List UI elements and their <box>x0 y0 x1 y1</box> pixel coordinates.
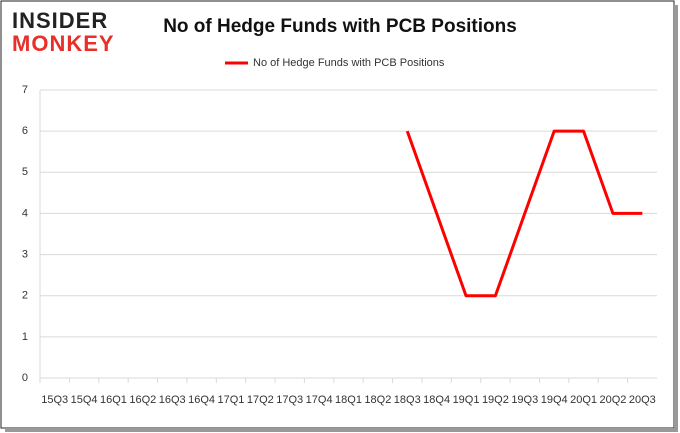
x-tick-label: 16Q1 <box>100 394 127 406</box>
y-tick-label: 6 <box>22 125 28 137</box>
x-tick-label: 17Q2 <box>247 394 274 406</box>
x-tick-label: 17Q3 <box>276 394 303 406</box>
series-line <box>405 129 643 298</box>
x-tick-label: 20Q3 <box>629 394 656 406</box>
y-tick-label: 7 <box>22 84 28 96</box>
y-tick-label: 3 <box>22 248 28 260</box>
x-tick-label: 20Q2 <box>599 394 626 406</box>
x-tick-label: 19Q3 <box>511 394 538 406</box>
legend-label: No of Hedge Funds with PCB Positions <box>253 57 445 69</box>
x-tick-label: 17Q1 <box>218 394 245 406</box>
x-tick-label: 15Q3 <box>41 394 68 406</box>
x-tick-label: 20Q1 <box>570 394 597 406</box>
frame-shadow <box>674 5 678 431</box>
y-tick-label: 1 <box>22 331 28 343</box>
frame-shadow <box>5 428 678 432</box>
x-tick-label: 19Q2 <box>482 394 509 406</box>
y-tick-label: 4 <box>22 207 28 219</box>
logo-top: INSIDER <box>12 8 108 33</box>
x-tick-label: 15Q4 <box>71 394 98 406</box>
x-tick-label: 18Q4 <box>423 394 450 406</box>
x-tick-label: 18Q3 <box>394 394 421 406</box>
y-tick-label: 2 <box>22 290 28 302</box>
x-tick-label: 19Q4 <box>541 394 568 406</box>
x-tick-label: 16Q4 <box>188 394 215 406</box>
logo-bottom: MONKEY <box>12 31 115 56</box>
y-tick-label: 0 <box>22 372 28 384</box>
x-tick-label: 16Q3 <box>159 394 186 406</box>
x-tick-label: 17Q4 <box>306 394 333 406</box>
x-tick-label: 18Q2 <box>364 394 391 406</box>
x-tick-label: 16Q2 <box>129 394 156 406</box>
chart-title: No of Hedge Funds with PCB Positions <box>163 16 517 37</box>
x-tick-label: 18Q1 <box>335 394 362 406</box>
x-tick-label: 19Q1 <box>453 394 480 406</box>
y-tick-label: 5 <box>22 166 28 178</box>
